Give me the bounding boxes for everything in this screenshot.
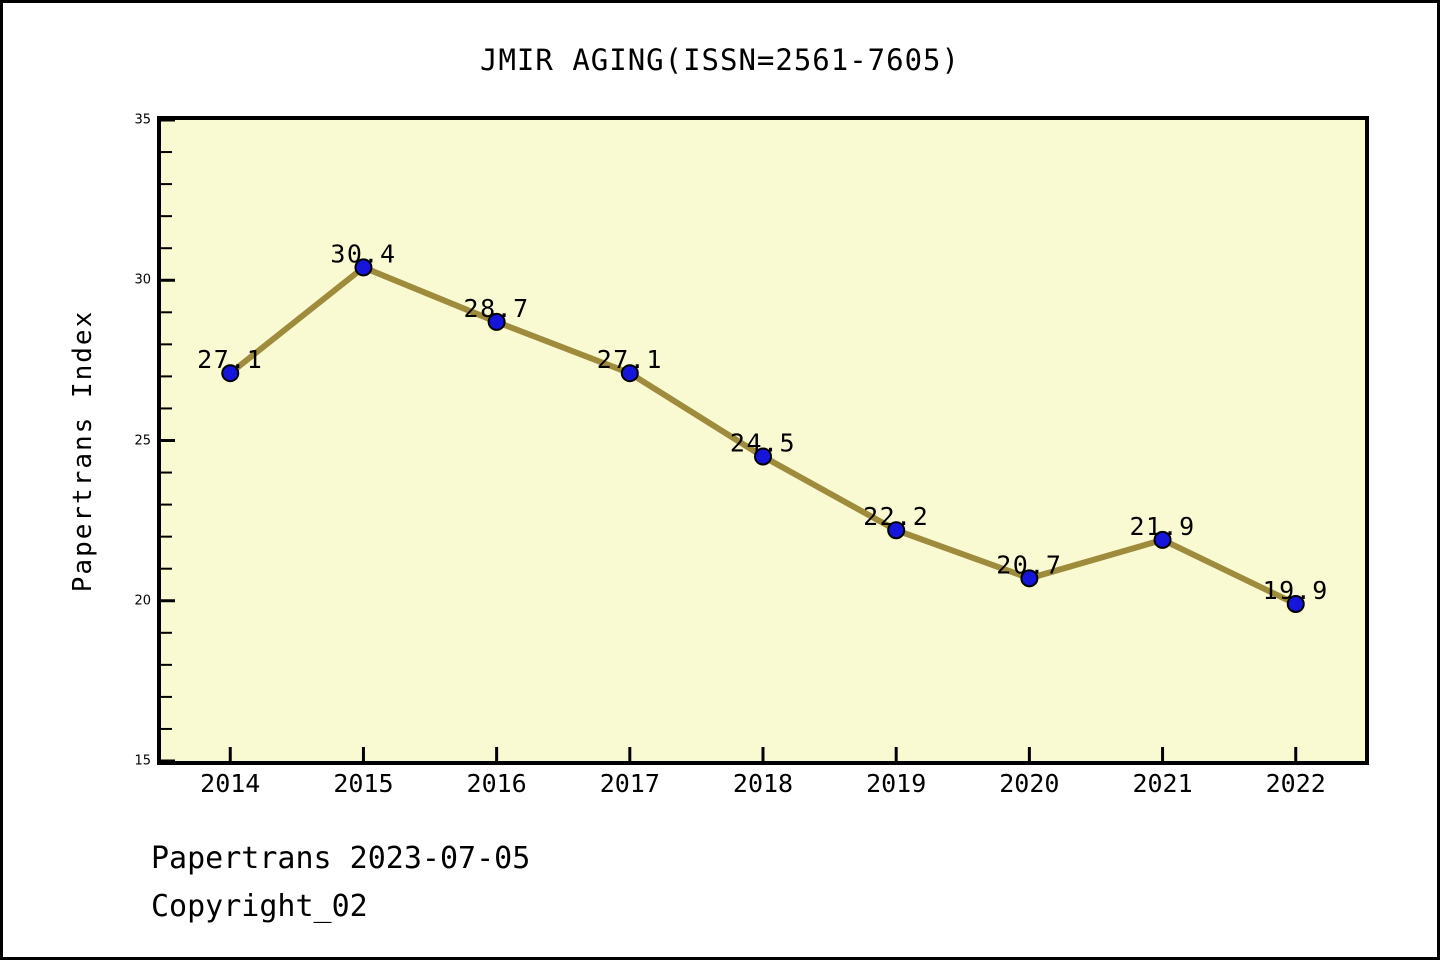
- x-tick-label: 2021: [1132, 769, 1193, 798]
- plot-area: 27.1 30.4 28.7 27.1 24.5 22.2 20.7 21.9 19.9: [157, 116, 1369, 765]
- x-tick-label: 2018: [732, 769, 794, 798]
- x-tick-label: 2015: [333, 769, 394, 798]
- data-point-marker: [1153, 530, 1172, 549]
- x-tick-label: 2017: [599, 769, 660, 798]
- footer-date: Papertrans 2023-07-05: [151, 841, 531, 876]
- line-chart: 27.130.428.727.124.522.220.721.919.9: [161, 120, 1365, 761]
- x-tick-label: 2019: [866, 769, 927, 798]
- x-tick-label: 2016: [466, 769, 527, 798]
- data-point-marker: [887, 521, 906, 540]
- x-tick-label: 2022: [1265, 769, 1326, 798]
- y-axis-title: Papertrans Index: [68, 309, 98, 593]
- x-tick-label: 2020: [999, 769, 1060, 798]
- data-point-marker: [354, 258, 373, 277]
- y-tick-label: 30: [134, 272, 151, 288]
- x-tick-label: 2014: [200, 769, 261, 798]
- data-point-marker: [620, 364, 639, 383]
- y-tick-label: 35: [134, 112, 151, 128]
- data-point-marker: [1020, 569, 1039, 588]
- chart-title: JMIR AGING(ISSN=2561-7605): [480, 43, 960, 77]
- data-point-marker: [754, 447, 772, 466]
- footer-copyright: Copyright_02: [151, 889, 368, 924]
- y-tick-label: 15: [134, 753, 151, 769]
- y-tick-label: 25: [134, 433, 151, 448]
- data-point-marker: [1286, 594, 1305, 613]
- data-point-marker: [221, 364, 240, 383]
- y-tick-label: 20: [134, 593, 151, 609]
- data-point-marker: [487, 312, 506, 331]
